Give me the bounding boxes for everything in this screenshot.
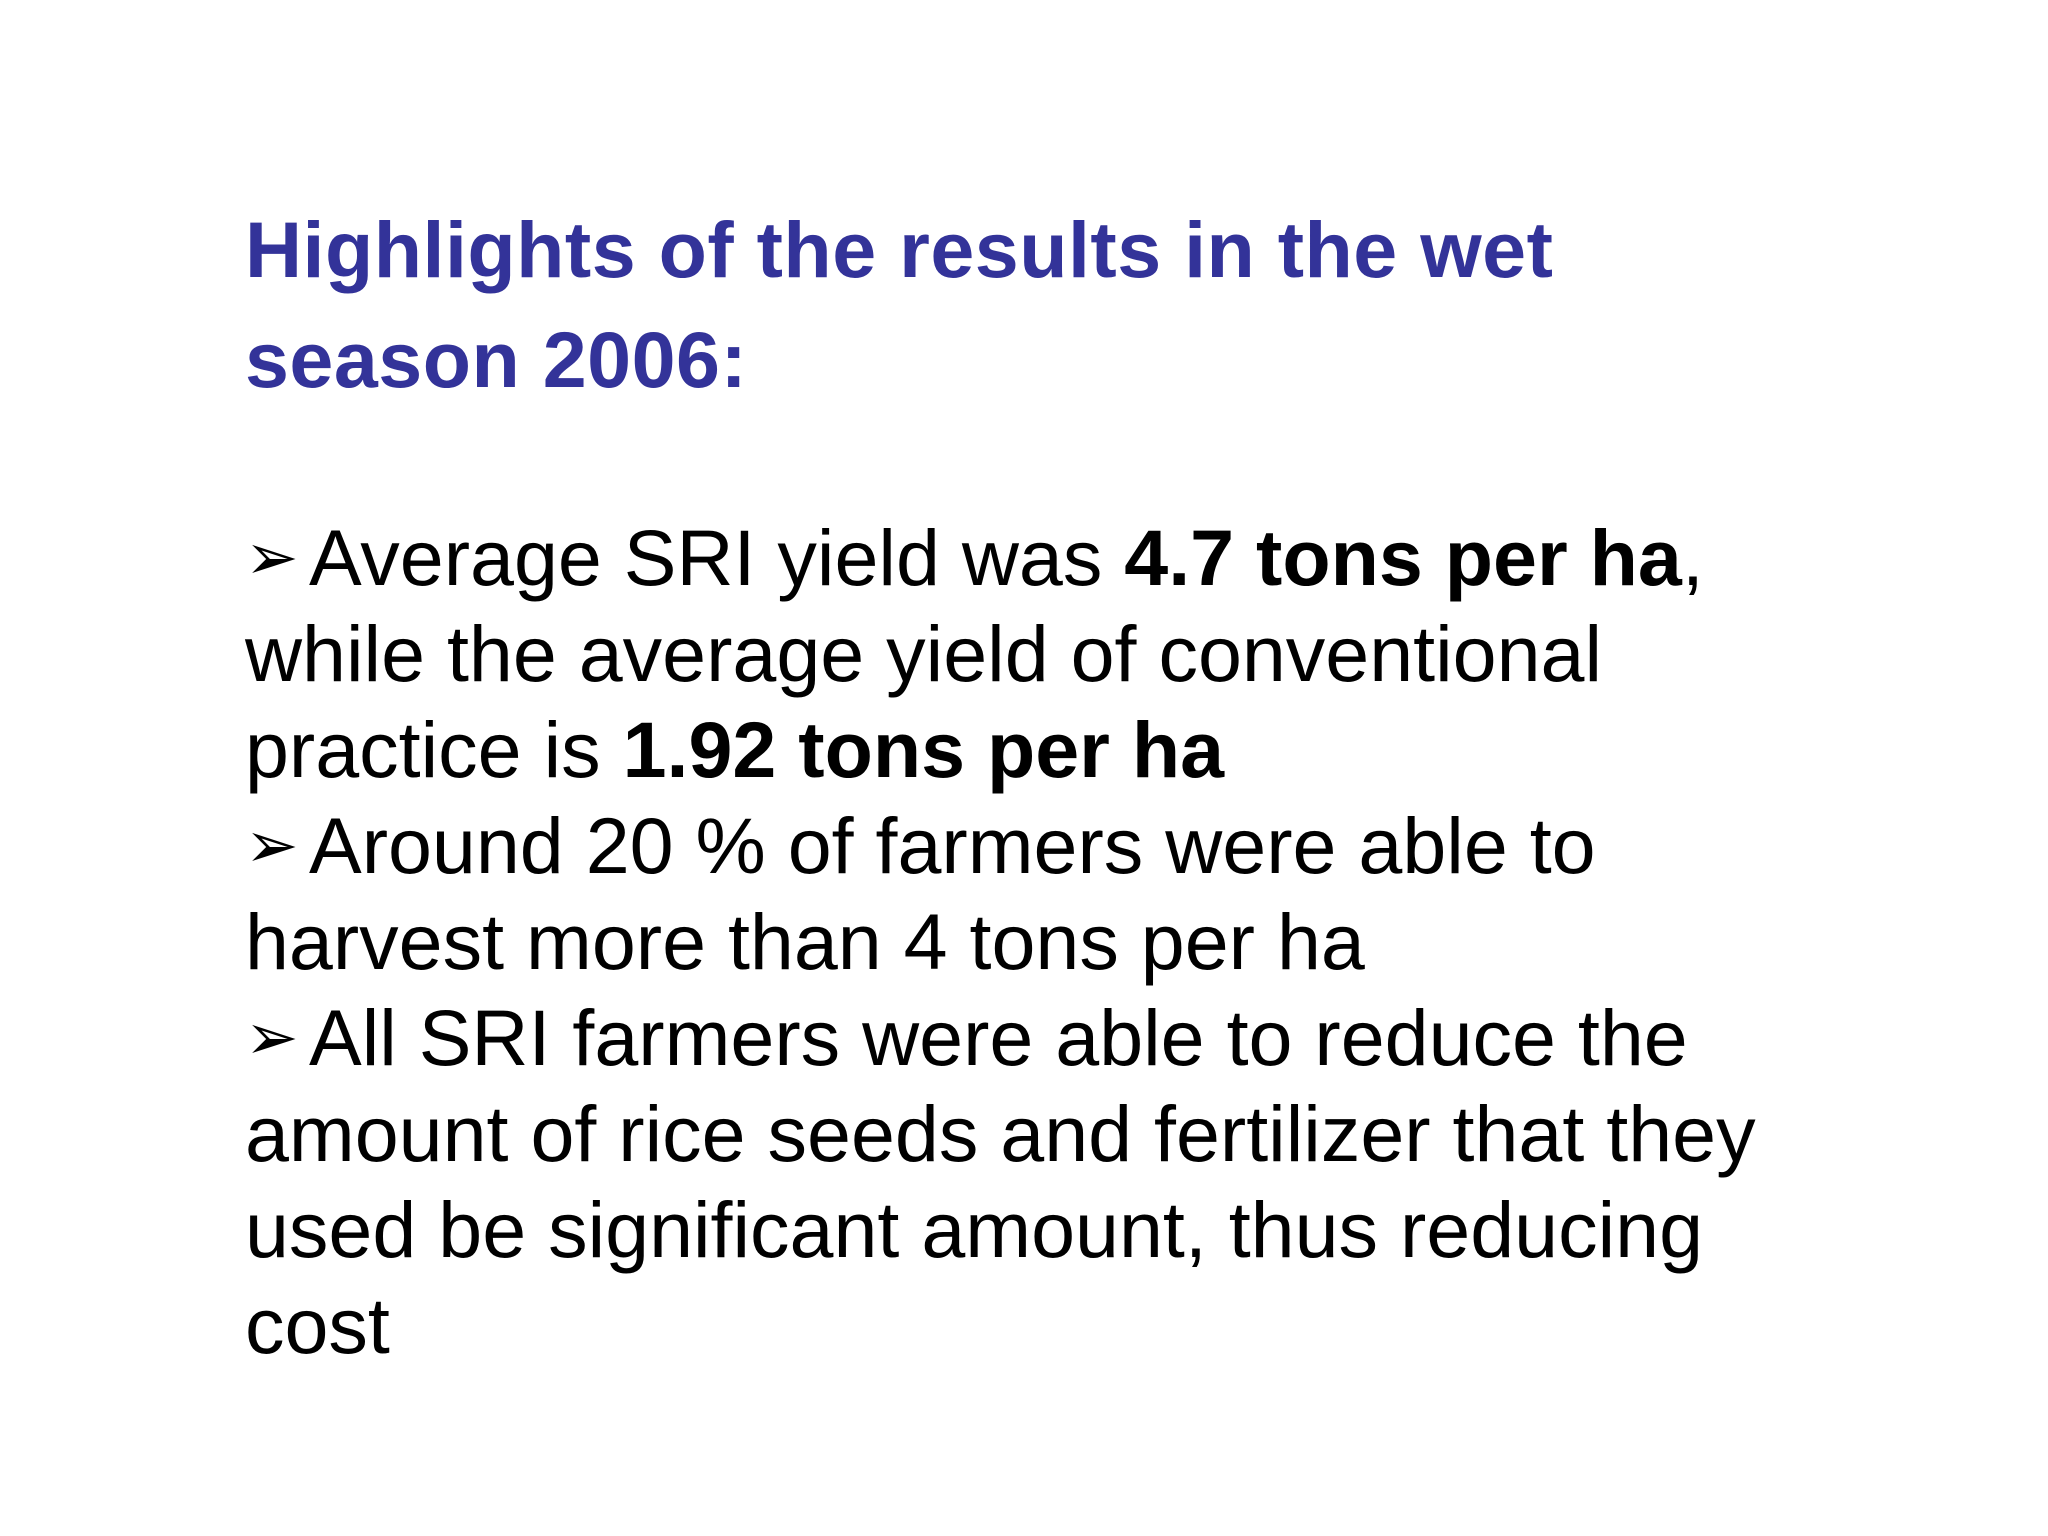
- arrow-bullet-icon: ➢: [245, 1001, 299, 1075]
- slide-content: Highlights of the results in the wet sea…: [245, 195, 1845, 1374]
- bullet-text: Around 20 % of farmers were able to harv…: [245, 801, 1596, 986]
- bullet-bold-value: 1.92 tons per ha: [622, 705, 1225, 794]
- bullet-item-yield: ➢ Average SRI yield was 4.7 tons per ha, …: [245, 510, 1845, 798]
- bullet-item-farmers-harvest: ➢ Around 20 % of farmers were able to har…: [245, 798, 1845, 990]
- bullet-text: Average SRI yield was: [309, 513, 1125, 602]
- bullet-bold-value: 4.7 tons per ha: [1124, 513, 1682, 602]
- slide-title: Highlights of the results in the wet sea…: [245, 205, 1554, 404]
- bullet-list: ➢ Average SRI yield was 4.7 tons per ha, …: [245, 510, 1845, 1374]
- arrow-bullet-icon: ➢: [245, 809, 299, 883]
- bullet-item-reduced-inputs: ➢ All SRI farmers were able to reduce the…: [245, 990, 1845, 1374]
- bullet-text: , while the average yield of conventiona…: [245, 513, 1704, 794]
- bullet-text: All SRI farmers were able to reduce the …: [245, 993, 1756, 1370]
- arrow-bullet-icon: ➢: [245, 521, 299, 595]
